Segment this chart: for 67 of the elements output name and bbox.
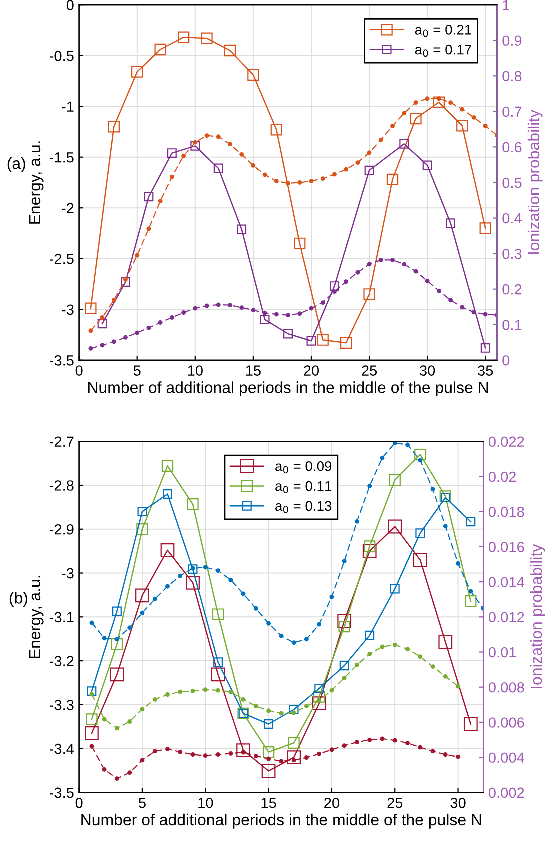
- text: (b): [10, 592, 28, 608]
- x-tick-label: 5: [139, 798, 146, 808]
- y-tick-label: -3.4: [50, 744, 74, 754]
- y-tick-label: -3.3: [50, 700, 74, 710]
- y2-tick-label: 0.9: [502, 36, 522, 46]
- y2-tick-label: 0.012: [488, 612, 524, 623]
- x-tick-label: 25: [362, 366, 378, 376]
- y-tick-label: -3: [62, 568, 74, 579]
- y2-tick-label: 0.016: [488, 542, 524, 552]
- x-axis-title: Number of additional periods in the middle of the pulse N: [88, 382, 488, 397]
- y2-tick-label: 0.018: [488, 506, 524, 518]
- legend-label: a$_{0}$ = 0.17: [415, 44, 472, 58]
- y2-tick-label: 0.2: [502, 284, 522, 295]
- legend-label: a$_{0}$ = 0.13: [276, 501, 332, 514]
- y-tick-label: -2.9: [50, 524, 74, 535]
- x-tick-label: 15: [262, 798, 276, 808]
- x-tick-label: 20: [324, 798, 340, 808]
- y-tick-label: -3: [62, 304, 74, 316]
- x-tick-label: 35: [478, 366, 494, 376]
- y-tick-label: -2.7: [50, 436, 74, 447]
- y-tick-label: -2: [62, 203, 74, 214]
- y2-axis-title: Ionization probability: [530, 544, 546, 688]
- y2-tick-label: 0.3: [502, 248, 522, 260]
- y2-tick-label: 0.014: [488, 577, 524, 588]
- y-axis-title: Energy, a.u.: [29, 576, 44, 658]
- y-tick-label: -3.2: [50, 656, 74, 666]
- x-tick-label: 10: [188, 366, 203, 376]
- y2-tick-label: 0.4: [502, 213, 522, 224]
- x-axis-title: Number of additional periods in the middle of the pulse N: [82, 814, 482, 829]
- y-tick-label: -2.5: [50, 254, 74, 264]
- y2-tick-label: 0: [502, 355, 510, 366]
- x-tick-label: 30: [450, 798, 466, 808]
- y-tick-label: -1: [62, 102, 74, 112]
- legend-label: a$_{0}$ = 0.11: [276, 481, 332, 494]
- y-tick-label: -2.8: [50, 480, 74, 491]
- y-tick-label: -3.1: [50, 612, 74, 623]
- y2-tick-label: 0.7: [502, 106, 522, 118]
- legend-label: a$_{0}$ = 0.21: [415, 25, 472, 38]
- y-tick-label: -1.5: [50, 152, 74, 163]
- y-tick-label: -3.5: [50, 788, 74, 798]
- y2-tick-label: 1: [503, 0, 510, 10]
- y2-tick-label: 0.8: [502, 71, 522, 82]
- x-tick-label: 10: [198, 798, 214, 808]
- y2-tick-label: 0.006: [488, 718, 524, 728]
- y2-tick-label: 0.004: [488, 752, 524, 764]
- y2-tick-label: 0.6: [502, 142, 522, 153]
- y-axis-title: Energy, a.u.: [29, 142, 44, 224]
- y2-tick-label: 0.1: [502, 320, 522, 330]
- y2-axis-title: Ionization probability: [528, 110, 543, 254]
- y2-tick-label: 0.022: [488, 436, 524, 448]
- y2-tick-label: 0.02: [488, 472, 516, 482]
- text: (a): [8, 158, 26, 172]
- y2-tick-label: 0.002: [488, 788, 524, 798]
- x-tick-label: 25: [388, 798, 403, 808]
- x-tick-label: 0: [76, 366, 83, 376]
- y-tick-label: -3.5: [50, 355, 74, 366]
- x-tick-label: 15: [246, 366, 261, 376]
- x-tick-label: 5: [134, 366, 141, 376]
- y2-tick-label: 0.01: [488, 647, 516, 658]
- x-tick-label: 30: [420, 366, 436, 376]
- x-tick-label: 20: [304, 366, 320, 376]
- y-tick-label: 0: [66, 0, 74, 11]
- legend-label: a$_{0}$ = 0.09: [276, 461, 332, 474]
- y2-tick-label: 0.5: [502, 178, 522, 188]
- x-tick-label: 0: [76, 798, 83, 808]
- y2-tick-label: 0.008: [488, 682, 524, 693]
- y-tick-label: -0.5: [50, 50, 74, 62]
